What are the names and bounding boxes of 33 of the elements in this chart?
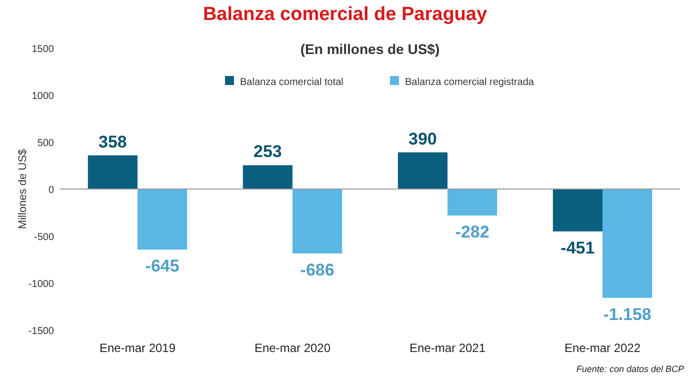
y-tick-label: -1500	[28, 326, 54, 337]
data-label: -1.158	[603, 304, 652, 324]
legend-label: Balanza comercial total	[240, 77, 344, 88]
chart-subtitle: (En millones de US$)	[300, 41, 440, 57]
data-label: 253	[254, 142, 282, 162]
y-tick-label: -500	[34, 232, 54, 243]
bar	[448, 189, 498, 216]
x-tick-label: Ene-mar 2019	[99, 341, 176, 355]
bar	[138, 189, 188, 250]
y-tick-label: 1000	[32, 91, 54, 102]
data-label: -645	[145, 256, 180, 276]
y-tick-label: 1500	[32, 44, 54, 55]
data-label: 390	[408, 129, 437, 148]
data-label: -451	[560, 238, 595, 258]
bar	[292, 189, 342, 254]
y-tick-label: 500	[37, 138, 54, 149]
bar	[398, 152, 448, 189]
x-tick-label: Ene-mar 2020	[254, 341, 331, 355]
bar	[552, 189, 602, 232]
bar	[602, 189, 652, 298]
bar	[242, 165, 292, 189]
x-tick-label: Ene-mar 2022	[564, 341, 641, 355]
source-note: Fuente: con datos del BCP	[576, 364, 684, 374]
y-tick-label: 0	[48, 185, 54, 196]
data-label: 358	[98, 132, 127, 152]
bar	[88, 155, 138, 189]
chart-title: Balanza comercial de Paraguay	[202, 4, 488, 25]
x-tick-label: Ene-mar 2021	[409, 341, 486, 355]
y-tick-label: -1000	[28, 279, 54, 290]
data-label: -686	[300, 260, 334, 280]
data-label: -282	[455, 222, 490, 242]
legend-label: Balanza comercial registrada	[405, 77, 534, 88]
y-axis-title: Millones de US$	[17, 148, 29, 230]
